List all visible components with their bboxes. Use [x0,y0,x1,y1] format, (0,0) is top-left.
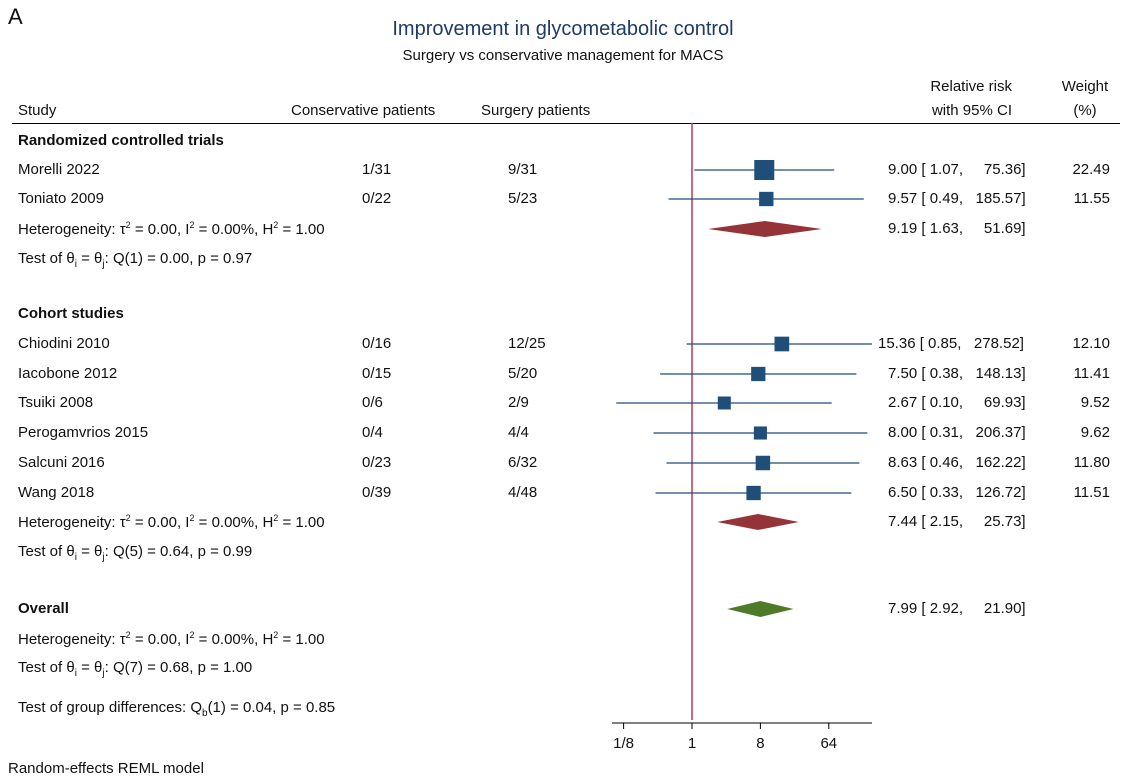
study-marker [754,160,775,180]
study-conservative: 0/6 [362,394,383,411]
heterogeneity-rct: Heterogeneity: τ2 = 0.00, I2 = 0.00%, H2… [18,220,325,238]
group-heading-rct: Randomized controlled trials [18,132,224,149]
study-conservative: 0/23 [362,454,392,471]
header-rule [12,123,1120,124]
header-conservative: Conservative patients [291,102,436,119]
heterogeneity-overall: Heterogeneity: τ2 = 0.00, I2 = 0.00%, H2… [18,630,325,648]
study-name: Morelli 2022 [18,161,100,178]
study-ci-text: 7.50 [ 0.38, 148.13] [888,365,1026,382]
study-surgery: 12/25 [508,335,546,352]
study-conservative: 0/15 [362,365,392,382]
study-conservative: 0/39 [362,484,392,501]
pooled-ci-rct: 9.19 [ 1.63, 51.69] [888,220,1026,237]
test-theta-rct: Test of θi = θj: Q(1) = 0.00, p = 0.97 [18,250,253,270]
heterogeneity-cohort: Heterogeneity: τ2 = 0.00, I2 = 0.00%, H2… [18,513,325,531]
study-ci-text: 8.00 [ 0.31, 206.37] [888,424,1026,441]
study-name: Iacobone 2012 [18,365,118,382]
study-surgery: 5/23 [508,190,538,207]
study-surgery: 6/32 [508,454,538,471]
header-surgery: Surgery patients [481,102,591,119]
pooled-ci-cohort: 7.44 [ 2.15, 25.73] [888,513,1026,530]
overall-ci-text: 7.99 [ 2.92, 21.90] [888,600,1026,617]
study-ci-text: 2.67 [ 0.10, 69.93] [888,394,1026,411]
study-weight: 11.41 [1073,365,1110,382]
study-marker [774,336,790,352]
overall-heading: Overall [18,600,69,617]
study-weight: 12.10 [1072,335,1110,352]
study-ci-text: 9.57 [ 0.49, 185.57] [888,190,1026,207]
test-group-differences: Test of group differences: Qb(1) = 0.04,… [18,699,336,719]
x-tick-label: 1/8 [613,735,634,752]
study-weight: 9.62 [1080,424,1110,441]
study-surgery: 5/20 [508,365,538,382]
study-marker [759,191,774,207]
test-theta-overall: Test of θi = θj: Q(7) = 0.68, p = 1.00 [18,659,253,679]
study-marker [755,455,771,471]
x-tick-label: 8 [756,735,764,752]
study-conservative: 0/16 [362,335,392,352]
study-name: Toniato 2009 [18,190,104,207]
study-weight: 22.49 [1072,161,1110,178]
header-weight-line2: (%) [1073,102,1097,119]
header-study: Study [18,102,57,119]
x-tick-label: 1 [688,735,696,752]
header-rr-line2: with 95% CI [931,102,1012,119]
test-theta-cohort: Test of θi = θj: Q(5) = 0.64, p = 0.99 [18,543,253,563]
study-marker [717,396,731,410]
study-ci-text: 8.63 [ 0.46, 162.22] [888,454,1026,471]
study-conservative: 0/4 [362,424,383,441]
panel-letter: A [8,4,23,29]
study-weight: 11.80 [1073,454,1110,471]
study-name: Wang 2018 [18,484,95,501]
x-tick-label: 64 [820,735,837,752]
chart-title: Improvement in glycometabolic control [392,18,734,40]
study-weight: 11.55 [1073,190,1110,207]
study-name: Chiodini 2010 [18,335,110,352]
study-conservative: 0/22 [362,190,392,207]
study-surgery: 4/48 [508,484,538,501]
study-weight: 9.52 [1080,394,1110,411]
study-surgery: 9/31 [508,161,538,178]
study-marker [751,366,766,382]
study-ci-text: 9.00 [ 1.07, 75.36] [888,161,1026,178]
footer-note: Random-effects REML model [8,760,204,777]
study-ci-text: 6.50 [ 0.33, 126.72] [888,484,1026,501]
study-name: Tsuiki 2008 [18,394,94,411]
study-name: Salcuni 2016 [18,454,105,471]
header-weight-line1: Weight [1061,78,1109,95]
overall-diamond [727,601,794,617]
chart-subtitle: Surgery vs conservative management for M… [402,47,724,64]
subgroup-diamond [717,514,799,530]
study-surgery: 2/9 [508,394,529,411]
subgroup-diamond [708,221,822,237]
header-rr-line1: Relative risk [930,78,1012,95]
study-marker [746,485,761,501]
study-conservative: 1/31 [362,161,392,178]
study-name: Perogamvrios 2015 [18,424,149,441]
study-weight: 11.51 [1073,484,1110,501]
study-surgery: 4/4 [508,424,529,441]
group-heading-cohort: Cohort studies [18,305,124,322]
study-ci-text: 15.36 [ 0.85, 278.52] [878,335,1024,352]
study-marker [753,426,767,440]
